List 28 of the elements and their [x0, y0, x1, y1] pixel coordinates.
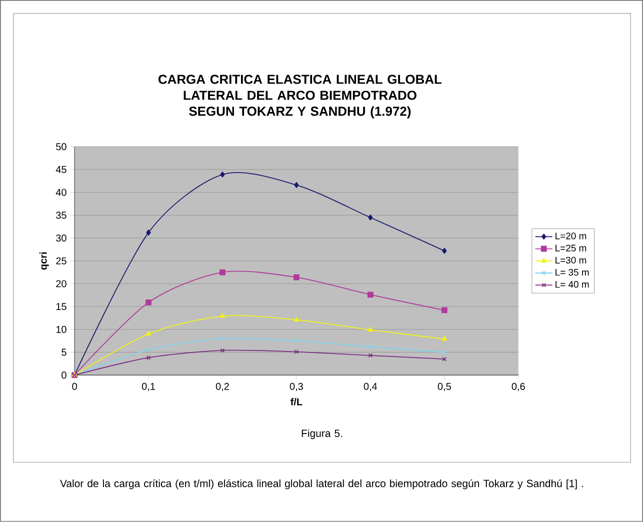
legend-label: L=25 m	[556, 244, 586, 252]
legend-label: L=30 m	[556, 256, 586, 264]
legend-label: L= 40 m	[556, 281, 589, 288]
y-tick-label: 45	[56, 166, 66, 174]
x-tick-label: 0,6	[512, 382, 525, 392]
y-tick-label: 5	[62, 348, 66, 356]
y-tick-label: 40	[56, 188, 66, 196]
x-tick-label: 0,3	[290, 382, 303, 392]
legend-label: L= 35 m	[556, 269, 589, 276]
text: Valor de la carga crítica (en t/ml) elástica lineal global lateral del arco biempotrado según Tokarz y Sandhú [1] .	[60, 479, 583, 490]
x-tick-label: 0,5	[438, 382, 451, 392]
chart-title: CARGA CRITICA ELASTICA LINEAL GLOBAL LATERAL DEL ARCO BIEMPOTRADO SEGUN TOKARZ Y SANDHU (1.972)	[158, 74, 442, 119]
y-tick-label: 15	[56, 303, 66, 310]
x-tick-label: 0,2	[216, 382, 229, 392]
text: Figura 5.	[302, 429, 342, 440]
y-tick-label: 0	[62, 372, 66, 379]
y-tick-label: 30	[56, 234, 66, 242]
x-tick-label: 0	[72, 382, 77, 390]
x-axis-title: f/L	[290, 398, 302, 406]
y-axis-title: qcri	[40, 252, 49, 270]
x-tick-label: 0,1	[142, 382, 155, 392]
y-tick-label: 25	[56, 257, 66, 265]
legend-label: L=20 m	[556, 232, 586, 240]
y-tick-label: 20	[56, 280, 66, 288]
x-tick-label: 0,4	[364, 382, 378, 392]
y-tick-label: 50	[56, 143, 66, 150]
y-tick-label: 10	[56, 326, 66, 334]
y-tick-label: 35	[56, 212, 66, 219]
